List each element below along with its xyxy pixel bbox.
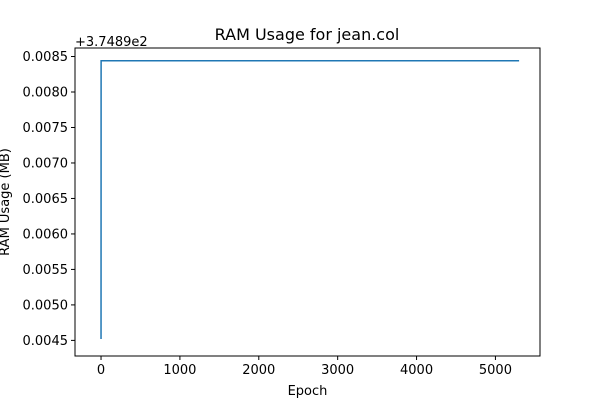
x-tick-label: 3000 [321,363,354,378]
series-layer [100,60,520,339]
y-tick-label: 0.0060 [23,227,69,242]
x-tick-label: 2000 [242,363,275,378]
x-tick-label: 1000 [163,363,196,378]
plot-frame [74,47,541,357]
x-axis-label: Epoch [288,384,328,399]
axis-ticks: 0 1000 2000 3000 4000 5000 0.0045 0.0050 0.0055 0… [23,50,512,378]
y-tick-label: 0.0070 [23,156,69,171]
y-tick-label: 0.0075 [23,121,69,136]
y-tick-label: 0.0085 [23,50,69,65]
y-tick-label: 0.0050 [23,298,69,313]
x-tick-label: 4000 [400,363,433,378]
x-tick-label: 0 [97,363,105,378]
y-tick-label: 0.0065 [23,192,69,207]
y-tick-label: 0.0055 [23,263,69,278]
chart-title: RAM Usage for jean.col [215,25,400,44]
x-tick-label: 5000 [479,363,512,378]
y-tick-label: 0.0045 [23,334,69,349]
y-axis-offset-label: +3.7489e2 [75,35,148,50]
series-line [100,60,520,339]
y-tick-label: 0.0080 [23,86,69,101]
y-axis-label: RAM Usage (MB) [0,148,13,256]
